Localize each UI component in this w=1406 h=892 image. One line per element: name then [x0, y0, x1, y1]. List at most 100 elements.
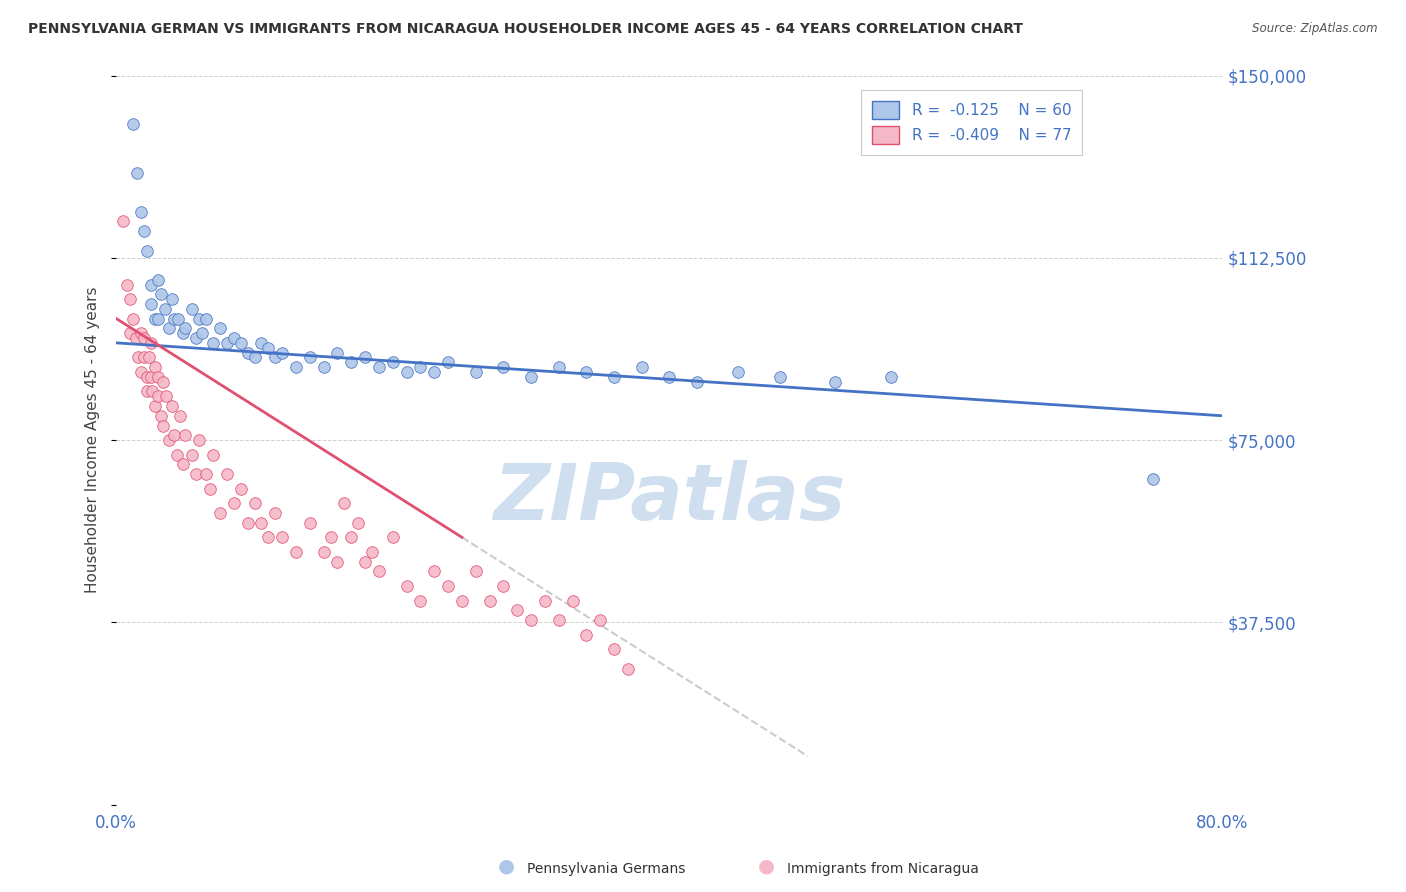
Point — [172, 458, 194, 472]
Point — [167, 311, 190, 326]
Point — [395, 579, 418, 593]
Point — [285, 545, 308, 559]
Point — [464, 565, 486, 579]
Point — [146, 311, 169, 326]
Point — [423, 365, 446, 379]
Point — [141, 384, 163, 399]
Point — [824, 375, 846, 389]
Point — [132, 224, 155, 238]
Point — [285, 360, 308, 375]
Point — [347, 516, 370, 530]
Point — [589, 613, 612, 627]
Point — [630, 360, 652, 375]
Point — [250, 335, 273, 350]
Text: Pennsylvania Germans: Pennsylvania Germans — [527, 862, 686, 876]
Point — [181, 448, 204, 462]
Point — [146, 273, 169, 287]
Point — [138, 351, 160, 365]
Point — [188, 311, 211, 326]
Point — [547, 360, 569, 375]
Point — [188, 433, 211, 447]
Point — [129, 204, 152, 219]
Point — [174, 428, 197, 442]
Point — [160, 292, 183, 306]
Point — [163, 428, 186, 442]
Point — [117, 277, 139, 292]
Point — [195, 311, 218, 326]
Point — [1142, 472, 1164, 486]
Point — [139, 370, 162, 384]
Point — [381, 530, 404, 544]
Point — [395, 365, 418, 379]
Point — [174, 321, 197, 335]
Point — [149, 287, 172, 301]
Point — [333, 496, 356, 510]
Point — [222, 331, 245, 345]
Point — [617, 662, 640, 676]
Point — [298, 516, 321, 530]
Point — [208, 506, 231, 520]
Point — [340, 355, 363, 369]
Point — [603, 642, 626, 657]
Point — [166, 448, 188, 462]
Point — [202, 448, 225, 462]
Point — [312, 360, 335, 375]
Point — [361, 545, 384, 559]
Point — [124, 331, 146, 345]
Point — [146, 389, 169, 403]
Point — [146, 370, 169, 384]
Point — [319, 530, 342, 544]
Point — [243, 496, 266, 510]
Point — [561, 593, 583, 607]
Point — [143, 311, 166, 326]
Text: PENNSYLVANIA GERMAN VS IMMIGRANTS FROM NICARAGUA HOUSEHOLDER INCOME AGES 45 - 64: PENNSYLVANIA GERMAN VS IMMIGRANTS FROM N… — [28, 22, 1024, 37]
Point — [520, 613, 543, 627]
Point — [143, 399, 166, 413]
Point — [250, 516, 273, 530]
Text: ●: ● — [758, 857, 775, 876]
Point — [200, 482, 222, 496]
Point — [129, 326, 152, 340]
Point — [243, 351, 266, 365]
Point — [139, 335, 162, 350]
Point — [423, 565, 446, 579]
Point — [202, 335, 225, 350]
Point — [155, 389, 177, 403]
Point — [409, 360, 432, 375]
Point — [143, 360, 166, 375]
Point — [139, 277, 162, 292]
Point — [152, 418, 174, 433]
Point — [354, 555, 377, 569]
Text: Source: ZipAtlas.com: Source: ZipAtlas.com — [1253, 22, 1378, 36]
Text: ZIPatlas: ZIPatlas — [494, 460, 845, 536]
Point — [129, 365, 152, 379]
Point — [112, 214, 135, 228]
Point — [157, 433, 180, 447]
Point — [478, 593, 501, 607]
Point — [271, 530, 294, 544]
Point — [492, 360, 515, 375]
Point — [326, 345, 349, 359]
Point — [381, 355, 404, 369]
Point — [506, 603, 529, 617]
Point — [127, 351, 149, 365]
Point — [368, 360, 391, 375]
Y-axis label: Householder Income Ages 45 - 64 years: Householder Income Ages 45 - 64 years — [86, 287, 100, 593]
Point — [534, 593, 557, 607]
Point — [451, 593, 474, 607]
Text: ●: ● — [498, 857, 515, 876]
Point — [257, 530, 280, 544]
Point — [340, 530, 363, 544]
Point — [437, 579, 460, 593]
Point — [575, 365, 598, 379]
Point — [409, 593, 432, 607]
Point — [160, 399, 183, 413]
Point — [464, 365, 486, 379]
Point — [132, 351, 155, 365]
Point — [208, 321, 231, 335]
Point — [139, 297, 162, 311]
Point — [603, 370, 626, 384]
Legend: R =  -0.125    N = 60, R =  -0.409    N = 77: R = -0.125 N = 60, R = -0.409 N = 77 — [862, 90, 1083, 155]
Point — [769, 370, 792, 384]
Point — [236, 516, 259, 530]
